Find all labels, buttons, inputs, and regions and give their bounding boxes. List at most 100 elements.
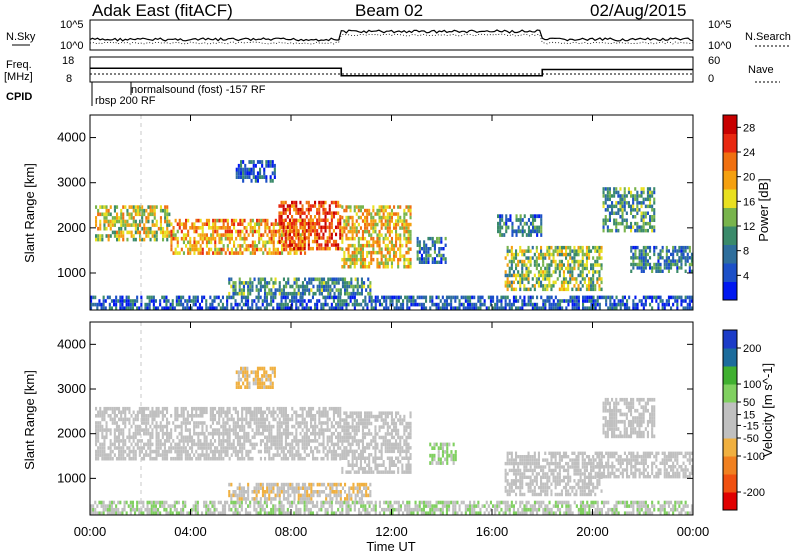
- heatmap-cell: [310, 414, 313, 418]
- heatmap-cell: [337, 225, 340, 230]
- heatmap-cell: [361, 470, 364, 474]
- heatmap-cell: [278, 410, 281, 415]
- heatmap-cell: [527, 218, 530, 222]
- heatmap-cell: [180, 456, 183, 461]
- heatmap-cell: [506, 245, 509, 250]
- heatmap-cell: [659, 249, 662, 253]
- heatmap-cell: [562, 252, 565, 257]
- heatmap-cell: [272, 306, 275, 310]
- heatmap-cell: [374, 466, 377, 471]
- heatmap-cell: [594, 245, 597, 250]
- heatmap-cell: [152, 299, 155, 303]
- heatmap-cell: [617, 211, 620, 215]
- heatmap-cell: [151, 428, 154, 432]
- heatmap-cell: [286, 295, 289, 300]
- heatmap-cell: [147, 406, 150, 411]
- heatmap-cell: [120, 453, 123, 457]
- heatmap-cell: [407, 226, 410, 230]
- heatmap-cell: [405, 229, 408, 234]
- heatmap-cell: [337, 200, 340, 205]
- heatmap-cell: [540, 218, 543, 222]
- heatmap-cell: [356, 284, 359, 289]
- heatmap-cell: [349, 215, 352, 220]
- heatmap-cell: [503, 233, 506, 237]
- heatmap-cell: [368, 428, 371, 433]
- heatmap-cell: [582, 295, 585, 300]
- heatmap-cell: [258, 247, 261, 252]
- heatmap-cell: [214, 428, 217, 432]
- heatmap-cell: [259, 424, 262, 429]
- heatmap-cell: [372, 219, 375, 223]
- heatmap-cell: [251, 244, 254, 248]
- heatmap-cell: [285, 497, 288, 501]
- heatmap-cell: [680, 252, 683, 257]
- heatmap-cell: [255, 295, 258, 300]
- heatmap-cell: [207, 456, 210, 461]
- heatmap-cell: [293, 281, 296, 285]
- heatmap-cell: [339, 215, 342, 219]
- heatmap-cell: [266, 222, 269, 226]
- heatmap-cell: [280, 490, 283, 494]
- heatmap-cell: [166, 453, 169, 457]
- heatmap-cell: [259, 167, 262, 172]
- heatmap-cell: [226, 442, 229, 447]
- heatmap-cell: [579, 273, 582, 278]
- heatmap-cell: [282, 302, 285, 307]
- heatmap-cell: [332, 239, 335, 244]
- heatmap-cell: [625, 221, 628, 226]
- heatmap-cell: [259, 288, 262, 292]
- heatmap-cell: [235, 247, 238, 252]
- heatmap-cell: [261, 299, 264, 303]
- heatmap-cell: [99, 421, 102, 425]
- heatmap-cell: [233, 251, 236, 255]
- heatmap-cell: [305, 215, 308, 219]
- heatmap-cell: [657, 266, 660, 270]
- heatmap-cell: [270, 291, 273, 296]
- heatmap-cell: [244, 163, 247, 168]
- heatmap-cell: [220, 431, 223, 436]
- heatmap-cell: [111, 442, 114, 447]
- heatmap-cell: [120, 417, 123, 422]
- heatmap-cell: [676, 306, 679, 310]
- heatmap-cell: [284, 225, 287, 230]
- heatmap-cell: [218, 428, 221, 432]
- heatmap-cell: [548, 295, 551, 300]
- heatmap-cell: [107, 453, 110, 457]
- heatmap-cell: [509, 218, 512, 222]
- heatmap-cell: [318, 421, 321, 425]
- heatmap-cell: [627, 204, 630, 209]
- heatmap-cell: [145, 417, 148, 422]
- heatmap-cell: [191, 435, 194, 440]
- heatmap-cell: [216, 233, 219, 237]
- heatmap-cell: [676, 299, 679, 303]
- heatmap-cell: [159, 421, 162, 425]
- station-title: Adak East (fitACF): [92, 1, 233, 20]
- heatmap-cell: [274, 291, 277, 296]
- heatmap-cell: [357, 453, 360, 457]
- heatmap-cell: [326, 236, 329, 240]
- heatmap-cell: [386, 226, 389, 230]
- heatmap-cell: [335, 246, 338, 251]
- heatmap-cell: [205, 302, 208, 307]
- heatmap-cell: [552, 252, 555, 257]
- heatmap-cell: [151, 406, 154, 411]
- heatmap-cell: [136, 306, 139, 310]
- heatmap-cell: [626, 299, 629, 303]
- heatmap-cell: [175, 299, 178, 303]
- heatmap-cell: [97, 234, 100, 238]
- heatmap-cell: [289, 284, 292, 289]
- heatmap-cell: [255, 490, 258, 494]
- heatmap-cell: [187, 233, 190, 237]
- heatmap-cell: [573, 277, 576, 281]
- heatmap-cell: [214, 229, 217, 234]
- heatmap-cell: [527, 287, 530, 292]
- heatmap-cell: [347, 254, 350, 258]
- heatmap-cell: [594, 249, 597, 253]
- heatmap-cell: [185, 233, 188, 237]
- heatmap-cell: [351, 439, 354, 443]
- heatmap-cell: [366, 229, 369, 234]
- heatmap-cell: [166, 208, 169, 213]
- heatmap-cell: [632, 256, 635, 260]
- heatmap-cell: [323, 277, 326, 282]
- heatmap-cell: [585, 287, 588, 292]
